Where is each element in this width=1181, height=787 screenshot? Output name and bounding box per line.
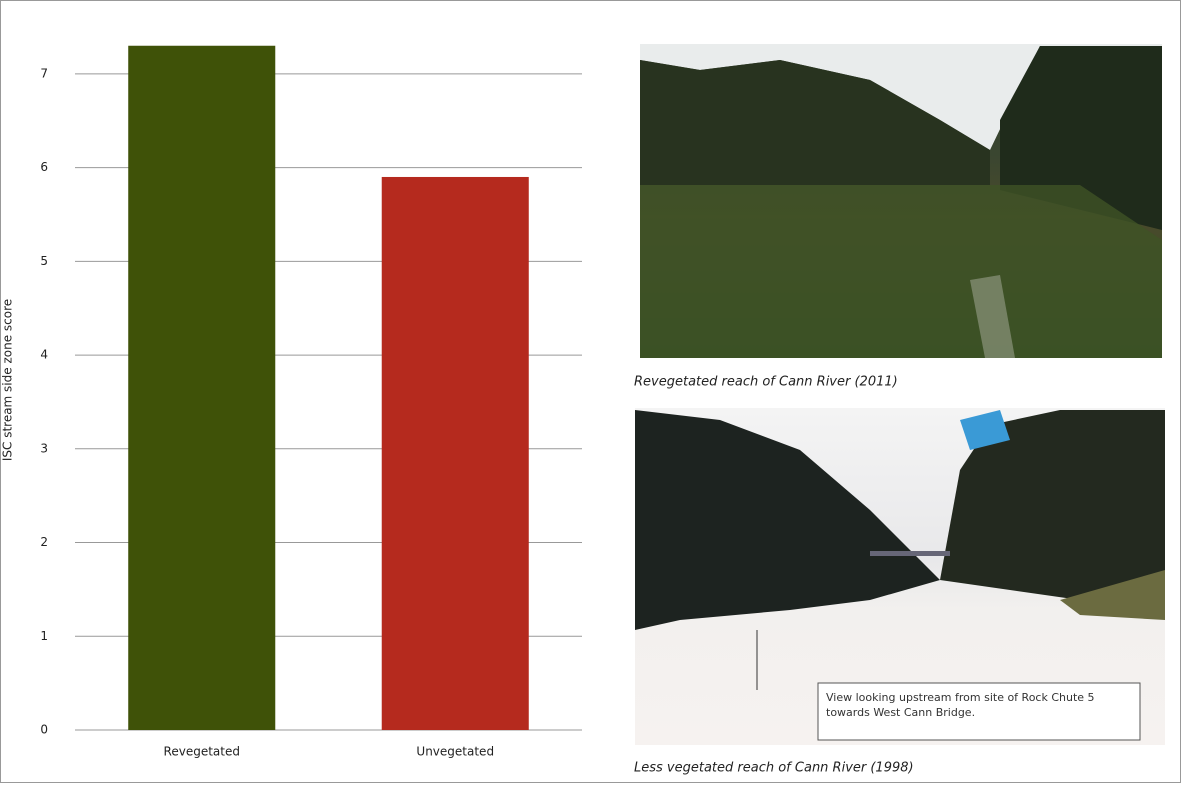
photo-caption: Less vegetated reach of Cann River (1998… xyxy=(634,761,914,776)
photo-inset-text: View looking upstream from site of Rock … xyxy=(826,691,1095,719)
photo-caption: Revegetated reach of Cann River (2011) xyxy=(634,375,898,390)
y-tick-label: 6 xyxy=(40,160,48,174)
y-tick-label: 4 xyxy=(40,348,48,362)
photo-1 xyxy=(640,44,1162,358)
y-tick-label: 5 xyxy=(40,254,48,268)
y-tick-label: 3 xyxy=(40,441,48,455)
x-tick-label: Revegetated xyxy=(164,745,240,759)
y-axis-label: ISC stream side zone score xyxy=(1,299,15,461)
y-tick-label: 2 xyxy=(40,535,48,549)
y-tick-label: 0 xyxy=(40,723,48,737)
y-tick-label: 1 xyxy=(40,629,48,643)
y-tick-label: 7 xyxy=(40,66,48,80)
photo-2: View looking upstream from site of Rock … xyxy=(635,408,1165,745)
x-tick-label: Unvegetated xyxy=(416,745,494,759)
bar xyxy=(128,45,276,731)
bar xyxy=(381,176,529,730)
